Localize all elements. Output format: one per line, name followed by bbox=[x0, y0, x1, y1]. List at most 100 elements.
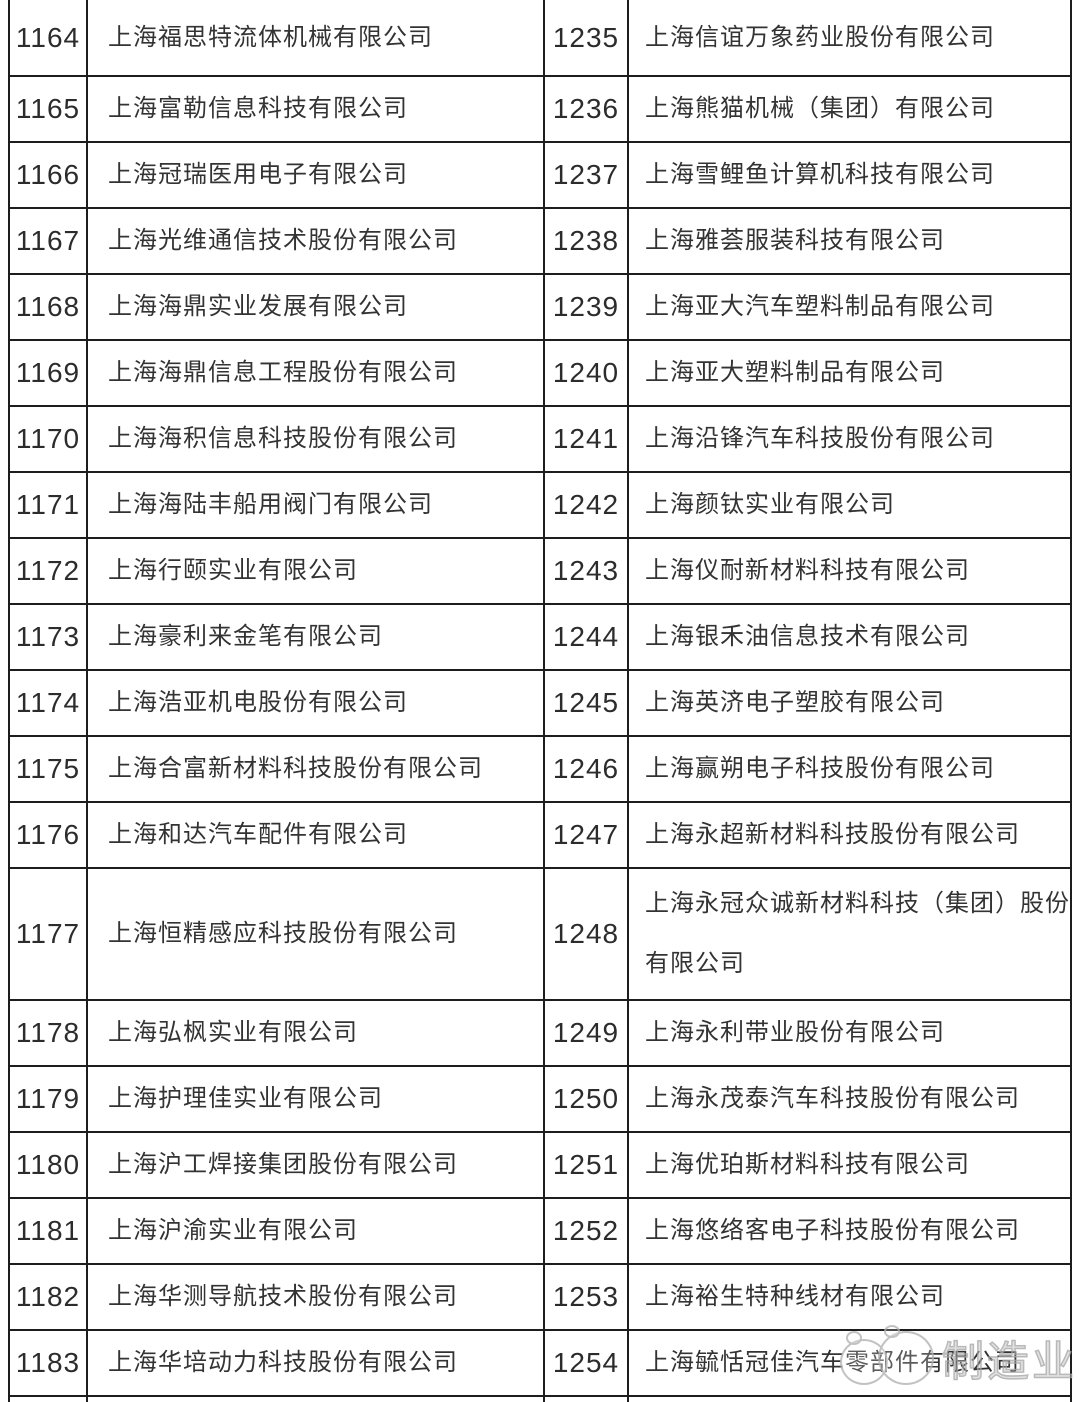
left-name-cell: 上海恒精感应科技股份有限公司 bbox=[86, 869, 543, 999]
left-name-cell: 上海华测导航技术股份有限公司 bbox=[86, 1265, 543, 1329]
left-name-cell: 上海福思特流体机械有限公司 bbox=[86, 0, 543, 75]
right-number-cell: 1238 bbox=[543, 209, 627, 273]
right-name-cell: 上海亚大汽车塑料制品有限公司 bbox=[627, 275, 1072, 339]
right-name-cell: 上海颜钛实业有限公司 bbox=[627, 473, 1072, 537]
right-number-cell: 1236 bbox=[543, 77, 627, 141]
company-name: 上海亚大汽车塑料制品有限公司 bbox=[645, 293, 995, 320]
table-border-stub bbox=[86, 1397, 88, 1402]
left-number-cell: 1179 bbox=[8, 1067, 86, 1131]
company-name: 上海永超新材料科技股份有限公司 bbox=[645, 821, 1020, 848]
company-name: 上海信谊万象药业股份有限公司 bbox=[645, 23, 995, 51]
right-number-cell: 1251 bbox=[543, 1133, 627, 1197]
left-name-cell: 上海护理佳实业有限公司 bbox=[86, 1067, 543, 1131]
left-name-cell: 上海光维通信技术股份有限公司 bbox=[86, 209, 543, 273]
company-name: 上海永利带业股份有限公司 bbox=[645, 1019, 945, 1046]
company-name: 上海行颐实业有限公司 bbox=[108, 557, 358, 584]
right-name-cell: 上海永冠众诚新材料科技（集团）股份有限公司 bbox=[627, 869, 1072, 999]
right-name-cell: 上海仪耐新材料科技有限公司 bbox=[627, 539, 1072, 603]
right-name-cell: 上海赢朔电子科技股份有限公司 bbox=[627, 737, 1072, 801]
right-number-cell: 1235 bbox=[543, 0, 627, 75]
right-number-cell: 1244 bbox=[543, 605, 627, 669]
right-name-cell: 上海永茂泰汽车科技股份有限公司 bbox=[627, 1067, 1072, 1131]
company-name: 上海浩亚机电股份有限公司 bbox=[108, 689, 408, 716]
company-name: 上海海鼎实业发展有限公司 bbox=[108, 293, 408, 320]
table-row: 1174 上海浩亚机电股份有限公司 1245 上海英济电子塑胶有限公司 bbox=[8, 671, 1072, 737]
table-row: 1170 上海海积信息科技股份有限公司 1241 上海沿锋汽车科技股份有限公司 bbox=[8, 407, 1072, 473]
table-border-stub bbox=[1070, 1397, 1072, 1402]
left-number-cell: 1183 bbox=[8, 1331, 86, 1395]
company-name: 上海福思特流体机械有限公司 bbox=[108, 23, 433, 51]
table-row: 1177 上海恒精感应科技股份有限公司 1248 上海永冠众诚新材料科技（集团）… bbox=[8, 869, 1072, 1001]
company-name: 上海和达汽车配件有限公司 bbox=[108, 821, 408, 848]
right-number-cell: 1239 bbox=[543, 275, 627, 339]
company-name: 上海永茂泰汽车科技股份有限公司 bbox=[645, 1085, 1020, 1112]
right-number-cell: 1249 bbox=[543, 1001, 627, 1065]
table-row: 1173 上海豪利来金笔有限公司 1244 上海银禾油信息技术有限公司 bbox=[8, 605, 1072, 671]
company-name: 上海赢朔电子科技股份有限公司 bbox=[645, 755, 995, 782]
company-name: 上海海陆丰船用阀门有限公司 bbox=[108, 491, 433, 518]
table-row: 1167 上海光维通信技术股份有限公司 1238 上海雅荟服装科技有限公司 bbox=[8, 209, 1072, 275]
left-number-cell: 1165 bbox=[8, 77, 86, 141]
right-name-cell: 上海雅荟服装科技有限公司 bbox=[627, 209, 1072, 273]
company-name: 上海沪渝实业有限公司 bbox=[108, 1217, 358, 1244]
company-name: 上海毓恬冠佳汽车零部件有限公司 bbox=[645, 1349, 1020, 1376]
right-number-cell: 1246 bbox=[543, 737, 627, 801]
right-name-cell: 上海毓恬冠佳汽车零部件有限公司 bbox=[627, 1331, 1072, 1395]
left-name-cell: 上海弘枫实业有限公司 bbox=[86, 1001, 543, 1065]
right-number-cell: 1253 bbox=[543, 1265, 627, 1329]
right-name-cell: 上海亚大塑料制品有限公司 bbox=[627, 341, 1072, 405]
left-number-cell: 1182 bbox=[8, 1265, 86, 1329]
right-number-cell: 1241 bbox=[543, 407, 627, 471]
right-number-cell: 1248 bbox=[543, 869, 627, 999]
right-number-cell: 1254 bbox=[543, 1331, 627, 1395]
company-name: 上海护理佳实业有限公司 bbox=[108, 1085, 383, 1112]
left-number-cell: 1174 bbox=[8, 671, 86, 735]
table-row: 1171 上海海陆丰船用阀门有限公司 1242 上海颜钛实业有限公司 bbox=[8, 473, 1072, 539]
company-name: 上海颜钛实业有限公司 bbox=[645, 491, 895, 518]
company-name: 上海冠瑞医用电子有限公司 bbox=[108, 161, 408, 188]
company-name: 上海海鼎信息工程股份有限公司 bbox=[108, 359, 458, 386]
right-name-cell: 上海沿锋汽车科技股份有限公司 bbox=[627, 407, 1072, 471]
company-name: 上海优珀斯材料科技有限公司 bbox=[645, 1151, 970, 1178]
table-row: 1166 上海冠瑞医用电子有限公司 1237 上海雪鲤鱼计算机科技有限公司 bbox=[8, 143, 1072, 209]
table-border-stub bbox=[627, 1397, 629, 1402]
company-name: 上海仪耐新材料科技有限公司 bbox=[645, 557, 970, 584]
left-number-cell: 1173 bbox=[8, 605, 86, 669]
left-number-cell: 1181 bbox=[8, 1199, 86, 1263]
left-name-cell: 上海浩亚机电股份有限公司 bbox=[86, 671, 543, 735]
company-name: 上海裕生特种线材有限公司 bbox=[645, 1283, 945, 1310]
company-name: 上海英济电子塑胶有限公司 bbox=[645, 689, 945, 716]
company-name: 上海富勒信息科技有限公司 bbox=[108, 95, 408, 122]
left-name-cell: 上海海鼎实业发展有限公司 bbox=[86, 275, 543, 339]
table-row: 1178 上海弘枫实业有限公司 1249 上海永利带业股份有限公司 bbox=[8, 1001, 1072, 1067]
company-name: 上海恒精感应科技股份有限公司 bbox=[108, 920, 458, 947]
left-name-cell: 上海豪利来金笔有限公司 bbox=[86, 605, 543, 669]
right-name-cell: 上海熊猫机械（集团）有限公司 bbox=[627, 77, 1072, 141]
table-row: 1165 上海富勒信息科技有限公司 1236 上海熊猫机械（集团）有限公司 bbox=[8, 77, 1072, 143]
left-number-cell: 1169 bbox=[8, 341, 86, 405]
company-name: 上海沿锋汽车科技股份有限公司 bbox=[645, 425, 995, 452]
table-row: 1176 上海和达汽车配件有限公司 1247 上海永超新材料科技股份有限公司 bbox=[8, 803, 1072, 869]
right-name-cell: 上海英济电子塑胶有限公司 bbox=[627, 671, 1072, 735]
left-name-cell: 上海华培动力科技股份有限公司 bbox=[86, 1331, 543, 1395]
left-number-cell: 1175 bbox=[8, 737, 86, 801]
left-name-cell: 上海海鼎信息工程股份有限公司 bbox=[86, 341, 543, 405]
company-name: 上海永冠众诚新材料科技（集团）股份有限公司 bbox=[645, 890, 1070, 977]
company-table: 1164 上海福思特流体机械有限公司 1235 上海信谊万象药业股份有限公司 1… bbox=[8, 0, 1072, 1397]
company-name: 上海沪工焊接集团股份有限公司 bbox=[108, 1151, 458, 1178]
right-name-cell: 上海优珀斯材料科技有限公司 bbox=[627, 1133, 1072, 1197]
left-number-cell: 1177 bbox=[8, 869, 86, 999]
table-row: 1169 上海海鼎信息工程股份有限公司 1240 上海亚大塑料制品有限公司 bbox=[8, 341, 1072, 407]
left-name-cell: 上海合富新材料科技股份有限公司 bbox=[86, 737, 543, 801]
table-row: 1168 上海海鼎实业发展有限公司 1239 上海亚大汽车塑料制品有限公司 bbox=[8, 275, 1072, 341]
right-number-cell: 1240 bbox=[543, 341, 627, 405]
table-row: 1182 上海华测导航技术股份有限公司 1253 上海裕生特种线材有限公司 bbox=[8, 1265, 1072, 1331]
company-name: 上海华测导航技术股份有限公司 bbox=[108, 1283, 458, 1310]
left-name-cell: 上海富勒信息科技有限公司 bbox=[86, 77, 543, 141]
left-number-cell: 1178 bbox=[8, 1001, 86, 1065]
left-number-cell: 1176 bbox=[8, 803, 86, 867]
company-name: 上海弘枫实业有限公司 bbox=[108, 1019, 358, 1046]
left-number-cell: 1172 bbox=[8, 539, 86, 603]
right-name-cell: 上海永利带业股份有限公司 bbox=[627, 1001, 1072, 1065]
company-name: 上海悠络客电子科技股份有限公司 bbox=[645, 1217, 1020, 1244]
